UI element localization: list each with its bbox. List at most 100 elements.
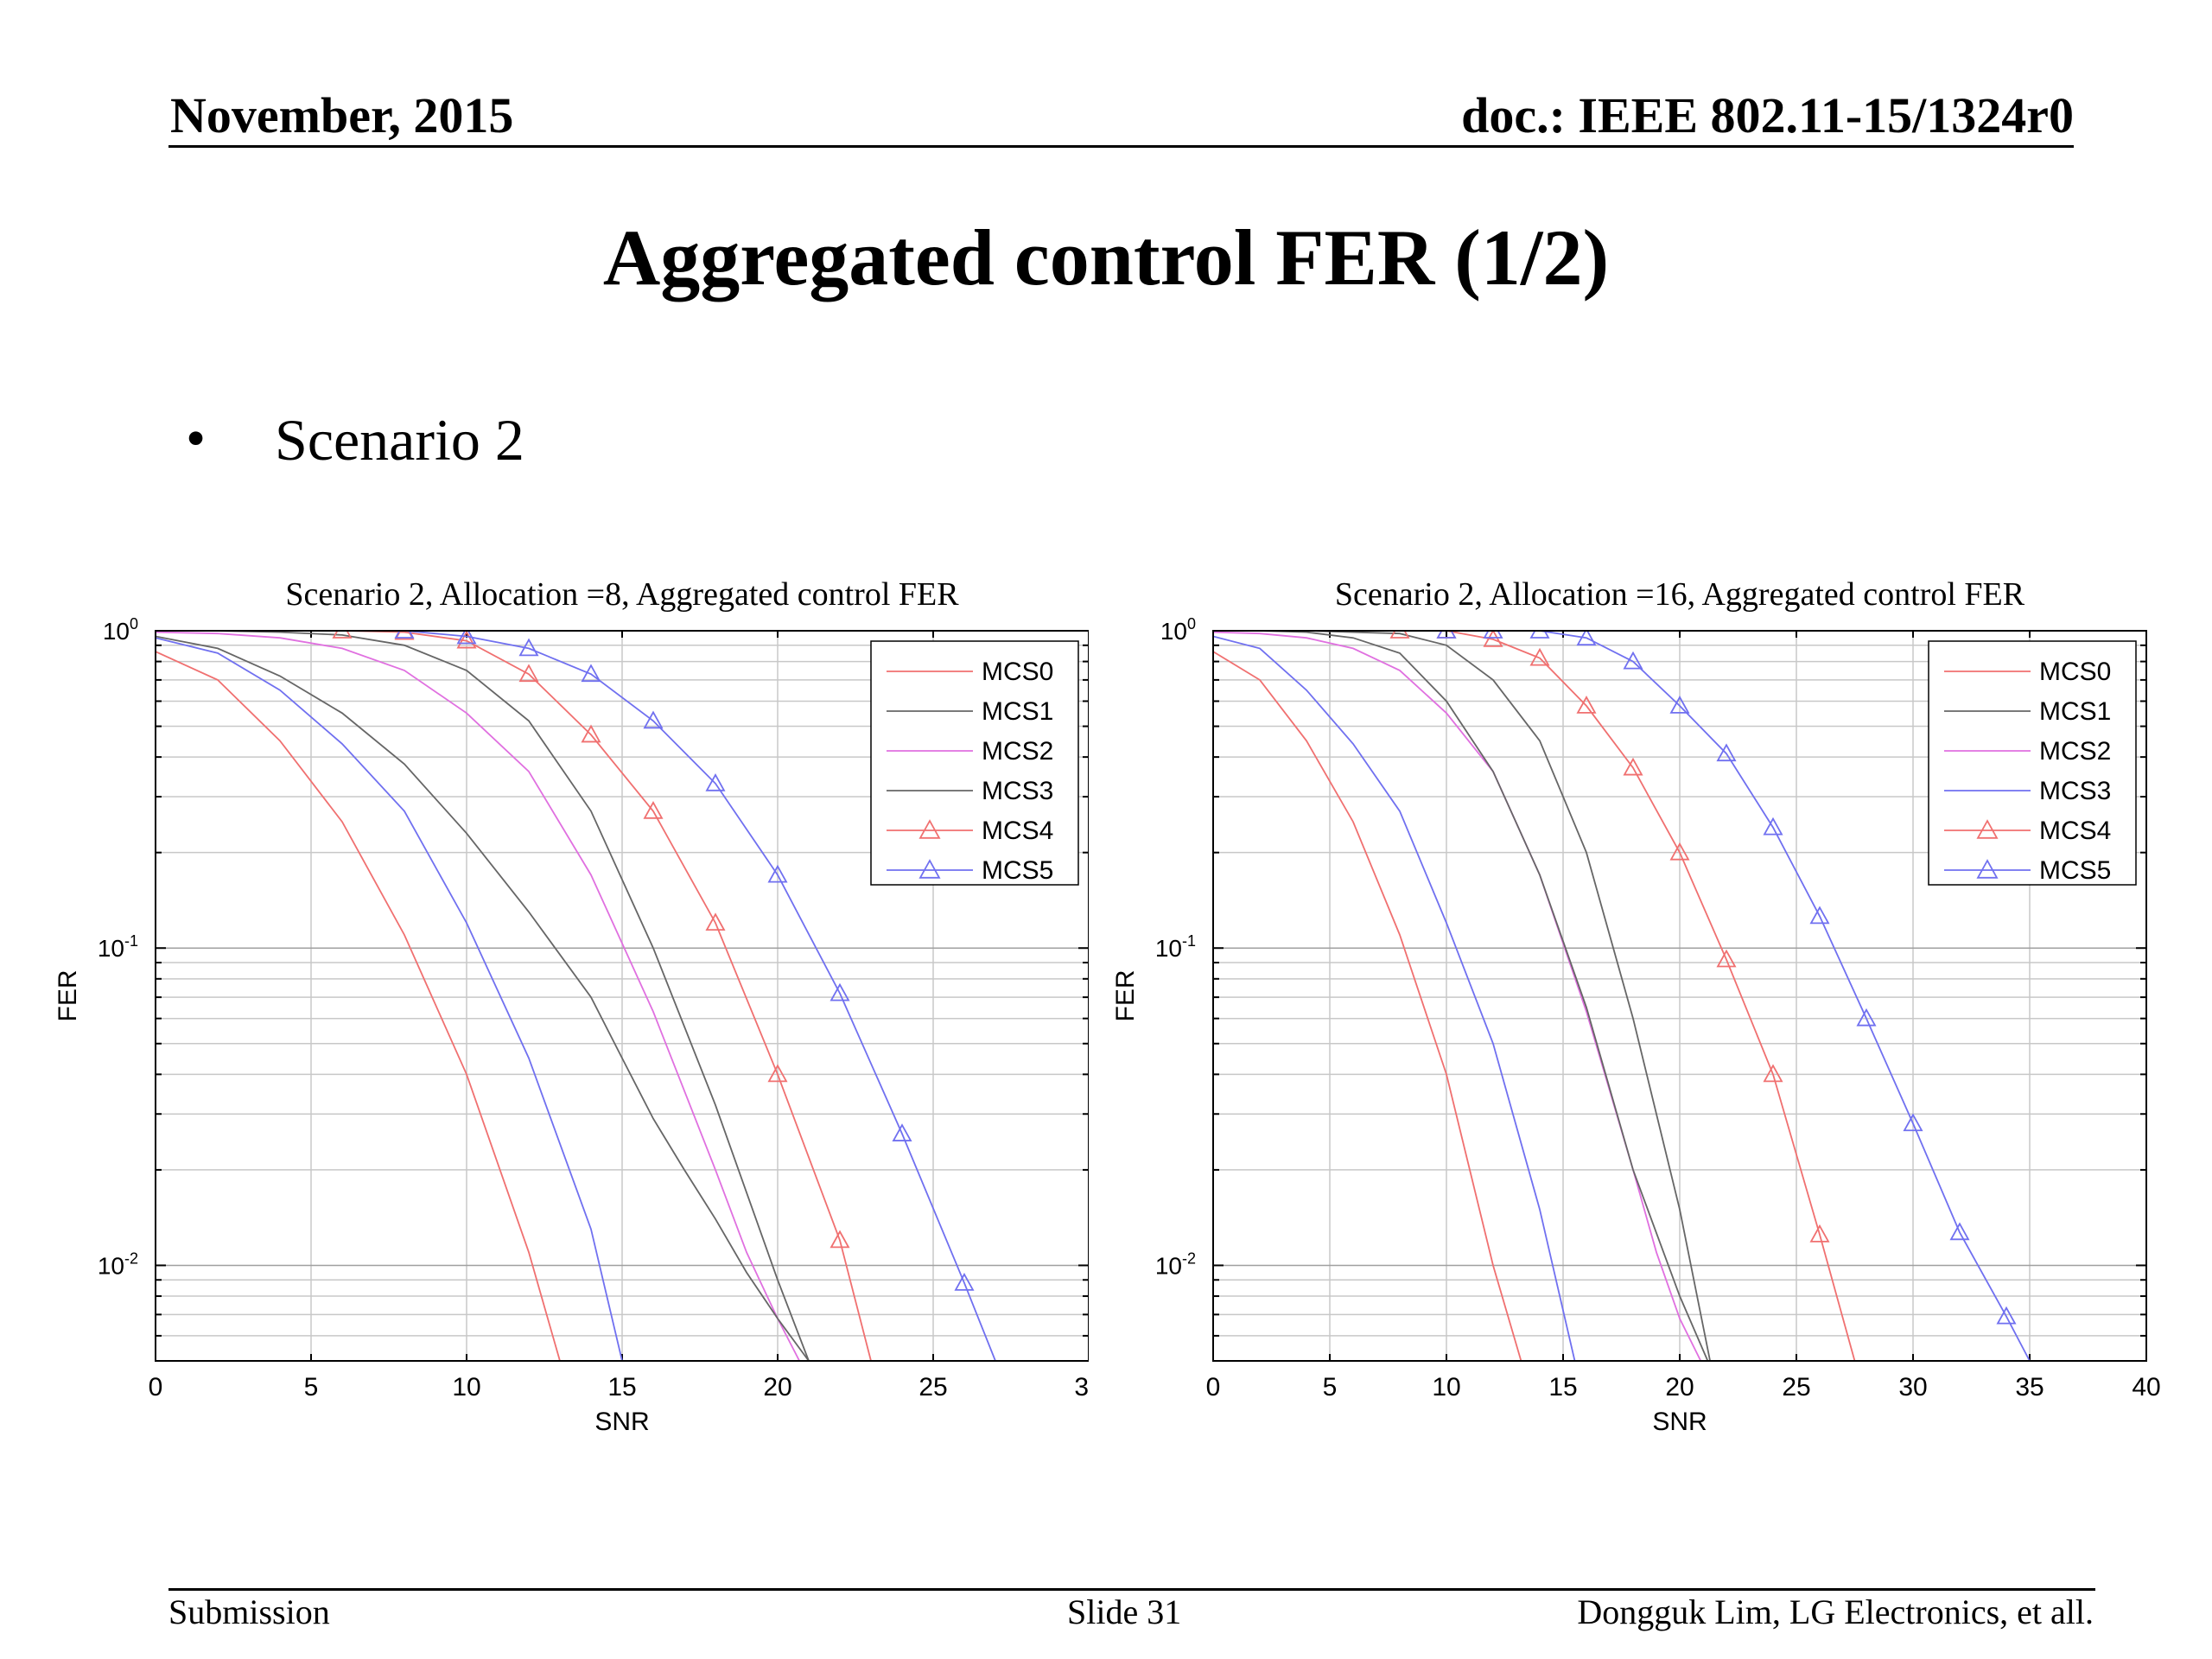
x-tick-label: 35: [2015, 1373, 2044, 1402]
legend-label-mcs3: MCS3: [982, 777, 1053, 805]
data-point-mcs4: [1576, 696, 1597, 714]
chart-title: Scenario 2, Allocation =8, Aggregated co…: [285, 576, 959, 613]
legend-label-mcs5: MCS5: [982, 856, 1053, 885]
data-point-mcs5: [581, 664, 601, 683]
series-line-mcs4: [341, 631, 872, 1361]
y-tick-label: 10-1: [98, 932, 138, 962]
legend-label-mcs5: MCS5: [2039, 856, 2111, 885]
x-axis-label: SNR: [594, 1408, 649, 1436]
x-tick-label: 20: [1665, 1373, 1694, 1402]
legend-label-mcs0: MCS0: [982, 658, 1053, 686]
series-line-mcs3: [1213, 635, 1576, 1361]
footer-divider: [168, 1588, 2095, 1591]
data-point-mcs4: [643, 800, 664, 819]
data-point-mcs4: [767, 1064, 788, 1083]
slide-title: Aggregated control FER (1/2): [602, 213, 1610, 302]
footer-submission: Submission: [168, 1592, 330, 1631]
bullet-text: Scenario 2: [275, 407, 524, 473]
data-point-mcs5: [892, 1123, 912, 1141]
x-tick-label: 25: [918, 1373, 947, 1402]
data-point-mcs4: [1669, 842, 1690, 861]
x-tick-label: 25: [1782, 1373, 1810, 1402]
data-point-mcs5: [1623, 651, 1643, 670]
legend-marker-mcs5: [918, 859, 941, 879]
legend-box: [1928, 640, 2137, 886]
legend-marker-mcs4: [918, 819, 941, 839]
y-tick-label: 10-2: [1155, 1249, 1196, 1279]
series-line-mcs1: [1213, 631, 1711, 1361]
data-point-mcs4: [581, 724, 601, 743]
y-axis-label: FER: [54, 970, 82, 1022]
series-group: [1213, 631, 2031, 1361]
data-point-mcs5: [767, 864, 788, 883]
header-date: November, 2015: [170, 87, 514, 143]
series-group: [156, 631, 996, 1361]
fer-chart-allocation-16: 0 5 10 15 20 25 30 35 40 100 10-1 10-2 Scenario 2, A…: [1111, 576, 2160, 1436]
x-tick-label: 0: [1206, 1373, 1221, 1402]
y-tick-label: 10-1: [1155, 932, 1196, 962]
data-point-mcs5: [394, 631, 415, 639]
series-line-mcs2: [156, 631, 801, 1361]
data-point-mcs4: [1389, 631, 1410, 639]
legend-label-mcs1: MCS1: [982, 697, 1053, 726]
data-point-mcs5: [1576, 631, 1597, 646]
data-point-mcs4: [1809, 1224, 1830, 1243]
legend-marker-mcs4: [1976, 819, 1999, 839]
y-tick-label: 10-2: [98, 1249, 138, 1279]
x-tick-label: 15: [607, 1373, 636, 1402]
data-point-mcs5: [1996, 1306, 2017, 1325]
series-line-mcs5: [1446, 631, 2031, 1361]
data-point-mcs5: [1529, 631, 1550, 639]
fer-chart-allocation-8: 0 5 10 15 20 25 30 100 10-1 10-2 Scenario 2, Alloc…: [54, 576, 1089, 1436]
data-point-mcs4: [332, 631, 353, 639]
data-point-mcs4: [1529, 647, 1550, 666]
x-tick-label: 10: [1432, 1373, 1460, 1402]
x-tick-label: 0: [149, 1373, 163, 1402]
x-tick-label: 5: [1323, 1373, 1338, 1402]
legend-label-mcs4: MCS4: [2039, 817, 2111, 845]
legend-label-mcs1: MCS1: [2039, 697, 2111, 726]
header-doc-id: doc.: IEEE 802.11-15/1324r0: [1461, 87, 2074, 143]
series-line-mcs0: [1213, 651, 1522, 1361]
data-point-mcs5: [1809, 906, 1830, 925]
axes-frame: [155, 630, 1089, 1362]
data-point-mcs4: [1716, 949, 1737, 968]
footer-slide-number: Slide 31: [1067, 1592, 1182, 1631]
data-point-mcs5: [1763, 817, 1783, 836]
data-point-mcs5: [705, 772, 726, 791]
data-point-mcs4: [456, 631, 477, 649]
x-tick-label: 10: [452, 1373, 480, 1402]
series-line-mcs3g: [1213, 631, 1709, 1361]
legend: MCS0 MCS1 MCS2 MCS3 MCS4 MCS5: [1928, 640, 2137, 886]
footer-authors: Dongguk Lim, LG Electronics, et all.: [1577, 1592, 2094, 1631]
series-line-mcs3b: [156, 637, 623, 1361]
y-tick-label: 100: [103, 615, 138, 645]
data-point-mcs5: [1483, 631, 1503, 639]
data-point-mcs4: [830, 1230, 850, 1249]
y-axis-label: FER: [1111, 970, 1140, 1022]
series-line-mcs5: [404, 631, 996, 1361]
data-point-mcs4: [1623, 757, 1643, 776]
chart-title: Scenario 2, Allocation =16, Aggregated c…: [1335, 576, 2025, 613]
x-tick-label: 5: [304, 1373, 319, 1402]
data-point-mcs5: [1669, 696, 1690, 714]
x-tick-label: 30: [1898, 1373, 1927, 1402]
data-point-mcs4: [1763, 1064, 1783, 1083]
legend: MCS0 MCS1 MCS2 MCS3 MCS4 MCS5: [870, 640, 1079, 886]
data-point-mcs5: [830, 982, 850, 1001]
data-point-mcs5: [518, 638, 539, 657]
header-divider: [168, 145, 2074, 148]
data-point-mcs5: [643, 710, 664, 729]
legend-marker-mcs5: [1976, 859, 1999, 879]
legend-label-mcs2: MCS2: [2039, 737, 2111, 766]
x-tick-label: 30: [1074, 1373, 1089, 1402]
data-point-mcs5: [1856, 1007, 1877, 1027]
x-tick-label: 40: [2132, 1373, 2160, 1402]
legend-label-mcs3: MCS3: [2039, 777, 2111, 805]
y-tick-label: 100: [1160, 615, 1196, 645]
series-line-mcs1: [156, 631, 810, 1361]
x-tick-label: 15: [1548, 1373, 1577, 1402]
legend-label-mcs2: MCS2: [982, 737, 1053, 766]
legend-label-mcs0: MCS0: [2039, 658, 2111, 686]
data-point-mcs5: [1949, 1222, 1970, 1241]
